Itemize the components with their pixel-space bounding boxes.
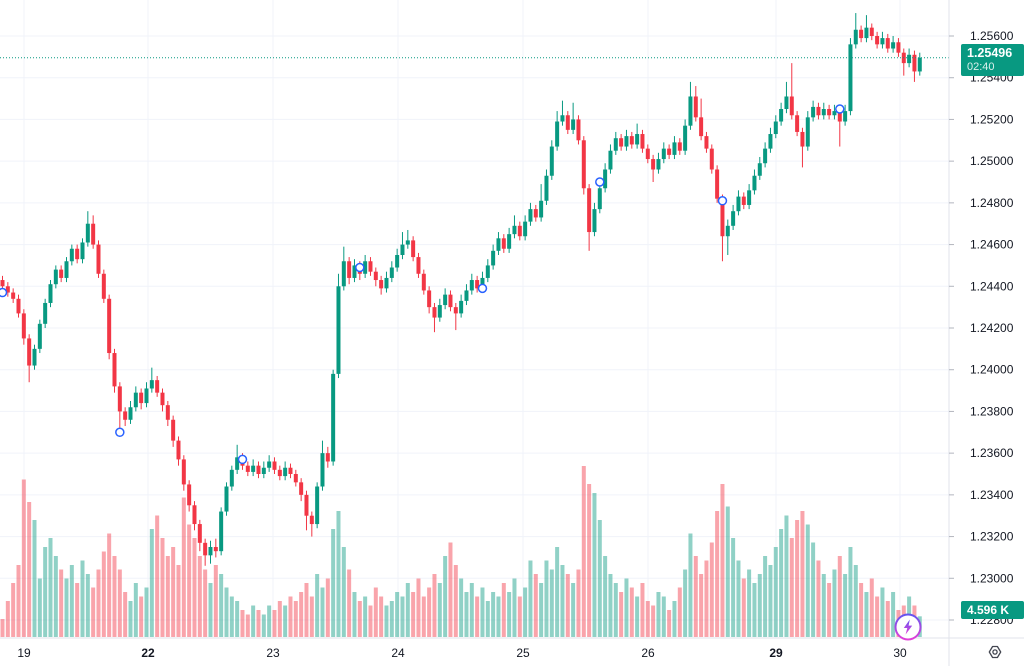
price-tick-label: 1.23600 (970, 446, 1014, 460)
price-tick-label: 1.25200 (970, 112, 1014, 126)
price-tick-label: 1.24400 (970, 279, 1014, 293)
time-axis[interactable] (0, 638, 1024, 666)
axis-settings-button[interactable] (986, 643, 1004, 661)
overlay-layer (0, 57, 949, 465)
price-tick-label: 1.24600 (970, 238, 1014, 252)
event-marker (115, 427, 125, 438)
time-tick-label: 25 (516, 646, 530, 660)
price-tick-label: 1.23200 (970, 530, 1014, 544)
time-tick-label: 22 (141, 646, 155, 660)
candles-layer (0, 13, 922, 566)
price-tick-label: 1.23000 (970, 571, 1014, 585)
lightning-icon (894, 613, 922, 641)
volume-badge: 4.596 K (961, 601, 1024, 619)
event-marker (355, 262, 365, 273)
event-marker (0, 287, 8, 298)
volume-value: 4.596 K (967, 603, 1010, 617)
time-tick-label: 26 (641, 646, 655, 660)
event-marker (237, 454, 248, 465)
price-tick-label: 1.24200 (970, 321, 1014, 335)
price-tick-label: 1.24000 (970, 363, 1014, 377)
volume-layer (0, 466, 922, 637)
price-tick-label: 1.25600 (970, 29, 1014, 43)
price-axis[interactable] (949, 0, 1024, 638)
gear-icon (988, 645, 1002, 659)
last-price-value: 1.25496 (967, 46, 1013, 60)
price-tick-label: 1.24800 (970, 196, 1014, 210)
time-tick-label: 23 (266, 646, 280, 660)
event-marker (835, 104, 845, 114)
price-tick-label: 1.25000 (970, 154, 1014, 168)
instant-order-button[interactable] (893, 612, 923, 642)
last-price-badge: 1.25496 02:40 (961, 44, 1024, 76)
time-tick-label: 29 (769, 646, 783, 660)
event-marker (595, 177, 605, 187)
event-marker (717, 196, 728, 206)
bar-countdown: 02:40 (967, 61, 995, 73)
time-tick-label: 30 (893, 646, 907, 660)
grid-layer (0, 0, 949, 638)
time-tick-label: 24 (391, 646, 405, 660)
time-tick-label: 19 (17, 646, 31, 660)
event-marker (477, 283, 488, 294)
price-tick-label: 1.23800 (970, 404, 1014, 418)
price-tick-label: 1.23400 (970, 488, 1014, 502)
